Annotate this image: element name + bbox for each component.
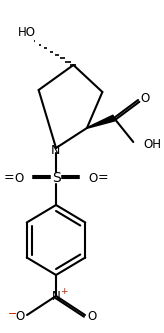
Text: −: −: [8, 309, 17, 319]
Text: S: S: [52, 171, 60, 185]
Text: +: +: [60, 286, 68, 295]
Text: O: O: [140, 93, 150, 106]
Text: N: N: [52, 290, 60, 303]
Text: =: =: [3, 171, 14, 184]
Polygon shape: [87, 115, 115, 128]
Text: O: O: [87, 309, 96, 322]
Text: HO: HO: [17, 26, 35, 39]
Text: O: O: [15, 171, 24, 184]
Text: =: =: [98, 171, 109, 184]
Text: O: O: [16, 309, 25, 322]
Text: N: N: [50, 144, 60, 157]
Text: OH: OH: [143, 138, 161, 151]
Text: O: O: [88, 171, 97, 184]
